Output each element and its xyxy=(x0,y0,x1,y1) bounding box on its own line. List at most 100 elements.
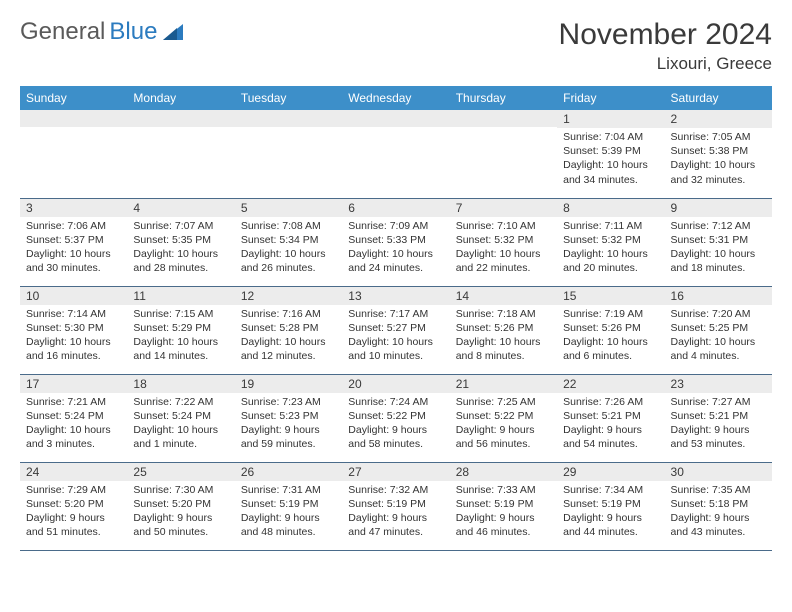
sunrise-text: Sunrise: 7:20 AM xyxy=(671,307,766,321)
daylight-text: Daylight: 9 hours and 51 minutes. xyxy=(26,511,121,539)
sunrise-text: Sunrise: 7:27 AM xyxy=(671,395,766,409)
daylight-text: Daylight: 9 hours and 48 minutes. xyxy=(241,511,336,539)
day-number: 22 xyxy=(557,375,664,393)
day-number: 3 xyxy=(20,199,127,217)
day-number: 15 xyxy=(557,287,664,305)
day-details: Sunrise: 7:16 AMSunset: 5:28 PMDaylight:… xyxy=(235,305,342,368)
daylight-text: Daylight: 10 hours and 1 minute. xyxy=(133,423,228,451)
day-cell: 29Sunrise: 7:34 AMSunset: 5:19 PMDayligh… xyxy=(557,462,664,550)
day-cell xyxy=(342,110,449,198)
daylight-text: Daylight: 10 hours and 20 minutes. xyxy=(563,247,658,275)
sunrise-text: Sunrise: 7:23 AM xyxy=(241,395,336,409)
day-cell: 11Sunrise: 7:15 AMSunset: 5:29 PMDayligh… xyxy=(127,286,234,374)
sunrise-text: Sunrise: 7:15 AM xyxy=(133,307,228,321)
day-cell: 8Sunrise: 7:11 AMSunset: 5:32 PMDaylight… xyxy=(557,198,664,286)
sunrise-text: Sunrise: 7:08 AM xyxy=(241,219,336,233)
day-cell: 26Sunrise: 7:31 AMSunset: 5:19 PMDayligh… xyxy=(235,462,342,550)
daylight-text: Daylight: 9 hours and 46 minutes. xyxy=(456,511,551,539)
calendar-week-row: 10Sunrise: 7:14 AMSunset: 5:30 PMDayligh… xyxy=(20,286,772,374)
day-cell: 18Sunrise: 7:22 AMSunset: 5:24 PMDayligh… xyxy=(127,374,234,462)
sunset-text: Sunset: 5:20 PM xyxy=(133,497,228,511)
day-number: 6 xyxy=(342,199,449,217)
daylight-text: Daylight: 10 hours and 4 minutes. xyxy=(671,335,766,363)
day-cell xyxy=(235,110,342,198)
day-cell: 25Sunrise: 7:30 AMSunset: 5:20 PMDayligh… xyxy=(127,462,234,550)
sunset-text: Sunset: 5:20 PM xyxy=(26,497,121,511)
sunset-text: Sunset: 5:32 PM xyxy=(456,233,551,247)
day-number: 26 xyxy=(235,463,342,481)
daylight-text: Daylight: 10 hours and 12 minutes. xyxy=(241,335,336,363)
day-details: Sunrise: 7:10 AMSunset: 5:32 PMDaylight:… xyxy=(450,217,557,280)
sunrise-text: Sunrise: 7:17 AM xyxy=(348,307,443,321)
sunset-text: Sunset: 5:19 PM xyxy=(456,497,551,511)
day-number: 13 xyxy=(342,287,449,305)
sunrise-text: Sunrise: 7:35 AM xyxy=(671,483,766,497)
day-details xyxy=(20,127,127,187)
day-details: Sunrise: 7:33 AMSunset: 5:19 PMDaylight:… xyxy=(450,481,557,544)
day-details: Sunrise: 7:21 AMSunset: 5:24 PMDaylight:… xyxy=(20,393,127,456)
daylight-text: Daylight: 10 hours and 3 minutes. xyxy=(26,423,121,451)
dow-wednesday: Wednesday xyxy=(342,86,449,110)
day-number: 23 xyxy=(665,375,772,393)
day-number xyxy=(450,110,557,127)
calendar-body: 1Sunrise: 7:04 AMSunset: 5:39 PMDaylight… xyxy=(20,110,772,550)
daylight-text: Daylight: 10 hours and 16 minutes. xyxy=(26,335,121,363)
sunrise-text: Sunrise: 7:18 AM xyxy=(456,307,551,321)
sunrise-text: Sunrise: 7:05 AM xyxy=(671,130,766,144)
sunset-text: Sunset: 5:21 PM xyxy=(671,409,766,423)
brand-part2: Blue xyxy=(109,18,157,46)
day-number: 5 xyxy=(235,199,342,217)
sunrise-text: Sunrise: 7:12 AM xyxy=(671,219,766,233)
day-details: Sunrise: 7:06 AMSunset: 5:37 PMDaylight:… xyxy=(20,217,127,280)
sunrise-text: Sunrise: 7:10 AM xyxy=(456,219,551,233)
day-number: 9 xyxy=(665,199,772,217)
dow-saturday: Saturday xyxy=(665,86,772,110)
sail-icon xyxy=(163,22,185,42)
day-details: Sunrise: 7:30 AMSunset: 5:20 PMDaylight:… xyxy=(127,481,234,544)
sunrise-text: Sunrise: 7:21 AM xyxy=(26,395,121,409)
day-cell: 21Sunrise: 7:25 AMSunset: 5:22 PMDayligh… xyxy=(450,374,557,462)
day-cell xyxy=(127,110,234,198)
day-details: Sunrise: 7:11 AMSunset: 5:32 PMDaylight:… xyxy=(557,217,664,280)
daylight-text: Daylight: 10 hours and 28 minutes. xyxy=(133,247,228,275)
day-number: 11 xyxy=(127,287,234,305)
calendar-week-row: 17Sunrise: 7:21 AMSunset: 5:24 PMDayligh… xyxy=(20,374,772,462)
day-cell xyxy=(450,110,557,198)
sunrise-text: Sunrise: 7:07 AM xyxy=(133,219,228,233)
sunrise-text: Sunrise: 7:22 AM xyxy=(133,395,228,409)
day-details xyxy=(127,127,234,187)
day-details: Sunrise: 7:18 AMSunset: 5:26 PMDaylight:… xyxy=(450,305,557,368)
day-number: 8 xyxy=(557,199,664,217)
day-cell: 1Sunrise: 7:04 AMSunset: 5:39 PMDaylight… xyxy=(557,110,664,198)
location-label: Lixouri, Greece xyxy=(559,54,772,74)
day-number: 29 xyxy=(557,463,664,481)
day-cell: 6Sunrise: 7:09 AMSunset: 5:33 PMDaylight… xyxy=(342,198,449,286)
sunrise-text: Sunrise: 7:29 AM xyxy=(26,483,121,497)
daylight-text: Daylight: 9 hours and 58 minutes. xyxy=(348,423,443,451)
day-details: Sunrise: 7:35 AMSunset: 5:18 PMDaylight:… xyxy=(665,481,772,544)
daylight-text: Daylight: 9 hours and 43 minutes. xyxy=(671,511,766,539)
daylight-text: Daylight: 9 hours and 59 minutes. xyxy=(241,423,336,451)
calendar-week-row: 3Sunrise: 7:06 AMSunset: 5:37 PMDaylight… xyxy=(20,198,772,286)
day-number: 19 xyxy=(235,375,342,393)
daylight-text: Daylight: 10 hours and 18 minutes. xyxy=(671,247,766,275)
sunset-text: Sunset: 5:19 PM xyxy=(241,497,336,511)
day-number: 10 xyxy=(20,287,127,305)
day-details: Sunrise: 7:29 AMSunset: 5:20 PMDaylight:… xyxy=(20,481,127,544)
sunrise-text: Sunrise: 7:19 AM xyxy=(563,307,658,321)
sunrise-text: Sunrise: 7:26 AM xyxy=(563,395,658,409)
day-number xyxy=(20,110,127,127)
day-details xyxy=(235,127,342,187)
day-of-week-row: Sunday Monday Tuesday Wednesday Thursday… xyxy=(20,86,772,110)
dow-tuesday: Tuesday xyxy=(235,86,342,110)
day-number: 18 xyxy=(127,375,234,393)
sunset-text: Sunset: 5:22 PM xyxy=(456,409,551,423)
day-cell: 23Sunrise: 7:27 AMSunset: 5:21 PMDayligh… xyxy=(665,374,772,462)
day-number: 24 xyxy=(20,463,127,481)
day-cell: 15Sunrise: 7:19 AMSunset: 5:26 PMDayligh… xyxy=(557,286,664,374)
day-details: Sunrise: 7:32 AMSunset: 5:19 PMDaylight:… xyxy=(342,481,449,544)
day-cell: 24Sunrise: 7:29 AMSunset: 5:20 PMDayligh… xyxy=(20,462,127,550)
sunset-text: Sunset: 5:37 PM xyxy=(26,233,121,247)
day-details: Sunrise: 7:26 AMSunset: 5:21 PMDaylight:… xyxy=(557,393,664,456)
day-cell: 22Sunrise: 7:26 AMSunset: 5:21 PMDayligh… xyxy=(557,374,664,462)
